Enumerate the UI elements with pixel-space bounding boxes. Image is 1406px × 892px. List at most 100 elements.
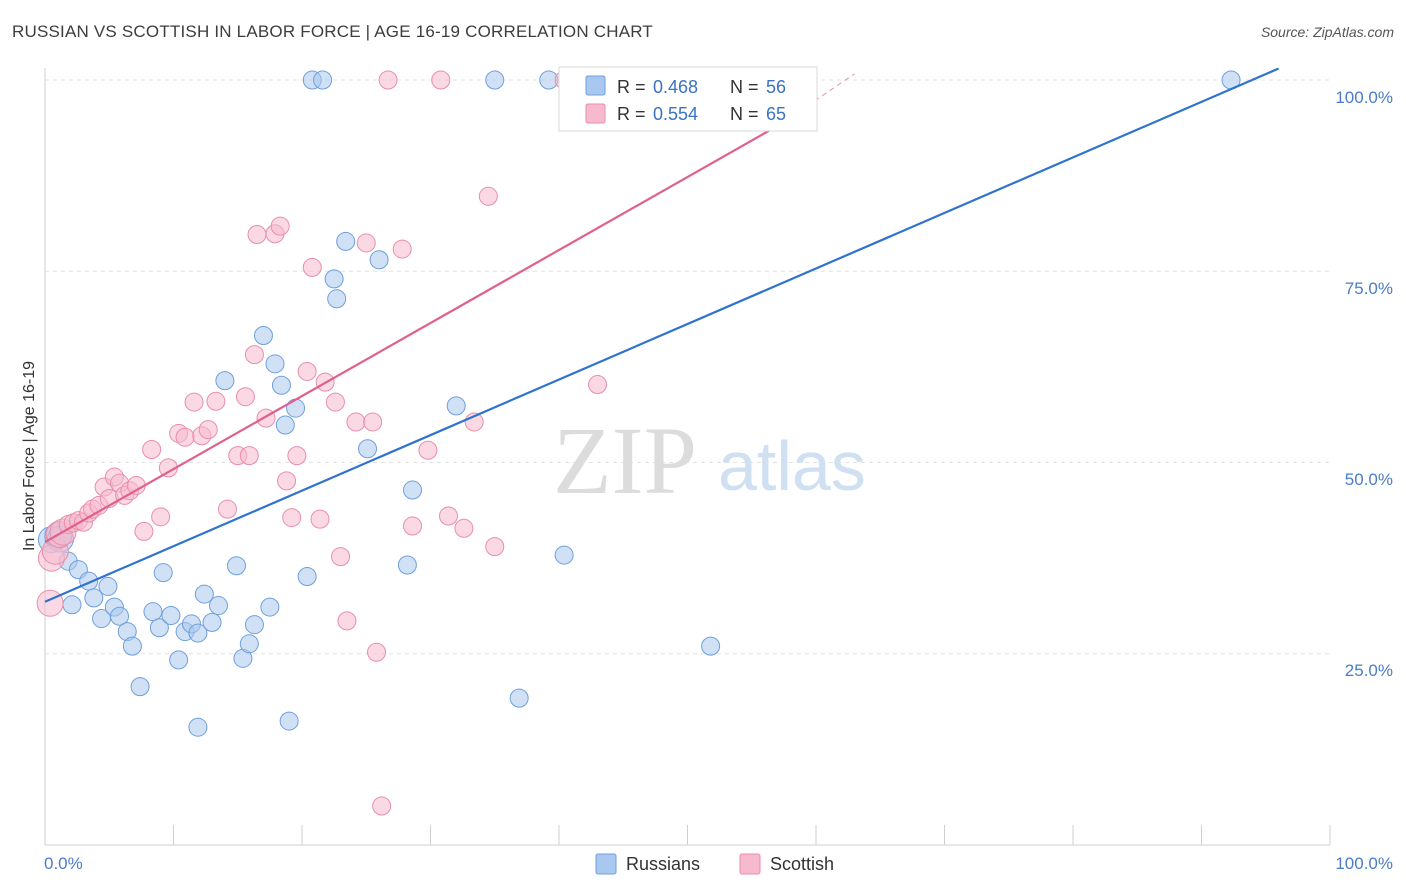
russians-point-43 [327,289,347,309]
russians-point-35 [271,375,291,395]
scottish-point-27 [198,420,218,440]
scottish-point-34 [247,225,267,245]
russians-point-47 [397,555,417,575]
chart-title: RUSSIAN VS SCOTTISH IN LABOR FORCE | AGE… [12,22,653,41]
russians-point-54 [701,636,721,656]
russians-point-44 [336,231,356,251]
russians-point-38 [279,711,299,731]
scottish-point-39 [282,508,302,528]
russians-point-27 [215,371,235,391]
scottish-point-64 [588,374,608,394]
source-credit: Source: ZipAtlas.com [1260,24,1394,40]
russians-point-19 [169,650,189,670]
scottish-point-49 [356,233,376,253]
bottom-legend-swatch-scottish [739,853,761,875]
scottish-trendline [44,124,778,544]
russians-point-33 [260,597,280,617]
watermark-zip: ZIP [553,407,697,514]
scottish-point-56 [418,440,438,460]
russians-point-23 [194,584,214,604]
russians-point-9 [98,576,118,596]
scottish-point-55 [403,516,423,536]
russians-point-50 [485,70,505,90]
russians-point-34 [265,354,285,374]
russians-point-24 [202,612,222,632]
scottish-point-37 [270,216,290,236]
legend-swatch-russians [585,75,606,96]
russians-point-16 [149,618,169,638]
russians-point-48 [403,480,423,500]
scottish-point-31 [239,446,259,466]
legend-n-value-russians: 56 [766,77,786,97]
russians-point-22 [188,623,208,643]
scottish-point-58 [438,506,458,526]
legend-n-value-scottish: 65 [766,104,786,124]
legend-r-value-scottish: 0.554 [653,104,698,124]
legend-n-label-russians: N = [730,77,759,97]
scottish-point-45 [325,392,345,412]
scottish-point-52 [372,796,392,816]
russians-point-36 [275,415,295,435]
y-tick-label-25: 25.0% [1345,661,1393,680]
scottish-point-21 [151,507,171,527]
scottish-point-38 [277,471,297,491]
russians-point-32 [253,326,273,346]
russians-point-39 [297,566,317,586]
x-axis-ticks [44,825,1331,845]
scottish-point-42 [302,257,322,277]
scottish-point-54 [392,239,412,259]
scottish-point-32 [235,387,255,407]
russians-point-13 [122,636,142,656]
scottish-point-25 [184,392,204,412]
russians-point-42 [324,269,344,289]
scottish-point-57 [431,70,451,90]
scottish-point-46 [331,547,351,567]
russians-point-4 [62,595,82,615]
scottish-point-33 [244,345,264,365]
russians-point-30 [239,634,259,654]
bottom-legend-label-russians: Russians [626,854,700,874]
legend-r-label-scottish: R = [617,104,646,124]
russians-point-15 [143,602,163,622]
russians-point-46 [369,250,389,270]
x-tick-label-100: 100.0% [1335,854,1393,873]
y-tick-label-50: 50.0% [1345,470,1393,489]
watermark-atlas: atlas [718,427,866,505]
scottish-point-61 [478,186,498,206]
russians-point-25 [208,596,228,616]
scottish-point-0 [36,589,64,617]
scottish-point-41 [297,361,317,381]
russians-point-51 [509,688,529,708]
legend: R = 0.468 N = 56 R = 0.554 N = 65 [558,66,818,132]
russians-point-41 [313,70,333,90]
russians-point-53 [554,545,574,565]
scottish-point-48 [346,412,366,432]
y-tick-label-75: 75.0% [1345,279,1393,298]
y-tick-label-100: 100.0% [1335,88,1393,107]
scottish-point-47 [337,611,357,631]
y-axis-title: In Labor Force | Age 16-19 [21,361,38,551]
russians-point-14 [130,677,150,697]
bottom-legend-label-scottish: Scottish [770,854,834,874]
russians-point-17 [153,563,173,583]
russians-trendline [44,67,1280,603]
scottish-point-29 [217,499,237,519]
legend-r-label-russians: R = [617,77,646,97]
trendlines [44,67,1280,603]
scottish-point-28 [206,391,226,411]
bottom-legend-swatch-russians [595,853,617,875]
russians-point-49 [446,396,466,416]
scottish-point-43 [310,509,330,529]
legend-swatch-scottish [585,103,606,124]
russians-point-11 [110,606,130,626]
scottish-point-53 [378,70,398,90]
scottish-point-59 [454,518,474,538]
x-tick-label-0: 0.0% [44,854,83,873]
russians-point-18 [161,606,181,625]
scottish-point-19 [134,521,154,541]
legend-n-label-scottish: N = [730,104,759,124]
scottish-point-40 [287,446,307,466]
russians-point-31 [244,615,264,635]
scottish-point-62 [485,537,505,557]
